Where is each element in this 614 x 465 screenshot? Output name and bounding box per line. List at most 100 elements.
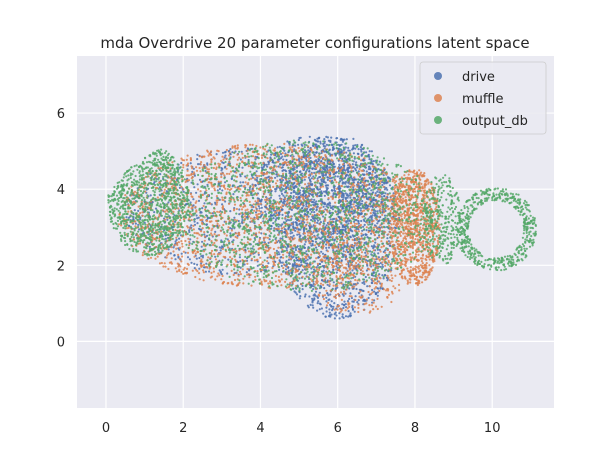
data-point [331,144,333,146]
data-point [137,210,139,212]
data-point [240,158,242,160]
data-point [292,238,294,240]
data-point [275,275,277,277]
data-point [320,303,322,305]
data-point [216,153,218,155]
data-point [265,246,267,248]
data-point [124,194,126,196]
data-point [162,265,164,267]
data-point [258,210,260,212]
data-point [198,268,200,270]
data-point [195,253,197,255]
data-point [267,262,269,264]
data-point [181,245,183,247]
data-point [322,284,324,286]
data-point [327,136,329,138]
data-point [315,200,317,202]
data-point [315,231,317,233]
data-point [343,250,345,252]
data-point [291,223,293,225]
data-point [314,139,316,141]
data-point [186,268,188,270]
data-point [205,266,207,268]
data-point [329,166,331,168]
data-point [325,290,327,292]
data-point [334,317,336,319]
data-point [289,144,291,146]
data-point [283,263,285,265]
data-point [274,177,276,179]
data-point [308,170,310,172]
data-point [285,268,287,270]
data-point [353,176,355,178]
data-point [197,163,199,165]
data-point [313,161,315,163]
data-point [369,312,371,314]
data-point [224,181,226,183]
data-point [418,265,420,267]
data-point [206,223,208,225]
data-point [331,309,333,311]
data-point [196,222,198,224]
data-point [279,259,281,261]
data-point [220,271,222,273]
data-point [356,186,358,188]
data-point [357,311,359,313]
data-point [372,308,374,310]
data-point [150,257,152,259]
data-point [377,252,379,254]
data-point [267,237,269,239]
data-point [411,256,413,258]
data-point [360,220,362,222]
data-point [353,206,355,208]
data-point [178,238,180,240]
data-point [265,236,267,238]
data-point [319,182,321,184]
data-point [361,200,363,202]
data-point [400,235,402,237]
data-point [371,245,373,247]
data-point [391,262,393,264]
data-point [285,179,287,181]
data-point [170,252,172,254]
data-point [305,293,307,295]
data-point [329,304,331,306]
data-point [234,265,236,267]
data-point [305,203,307,205]
data-point [342,149,344,151]
data-point [202,227,204,229]
data-point [389,231,391,233]
data-point [346,138,348,140]
data-point [353,185,355,187]
data-point [174,177,176,179]
data-point [350,167,352,169]
data-point [281,193,283,195]
data-point [293,191,295,193]
data-point [299,297,301,299]
data-point [311,298,313,300]
data-point [316,195,318,197]
data-point [222,269,224,271]
data-point [343,220,345,222]
data-point [175,237,177,239]
data-point [312,307,314,309]
data-point [246,268,248,270]
data-point [296,263,298,265]
data-point [154,258,156,260]
data-point [269,238,271,240]
data-point [221,273,223,275]
data-point [232,283,234,285]
data-point [234,279,236,281]
data-point [232,193,234,195]
data-point [388,177,390,179]
data-point [386,189,388,191]
data-point [343,151,345,153]
data-point [352,308,354,310]
data-point [423,172,425,174]
data-point [301,285,303,287]
data-point [266,218,268,220]
data-point [309,264,311,266]
data-point [345,146,347,148]
data-point [180,260,182,262]
data-point [344,224,346,226]
